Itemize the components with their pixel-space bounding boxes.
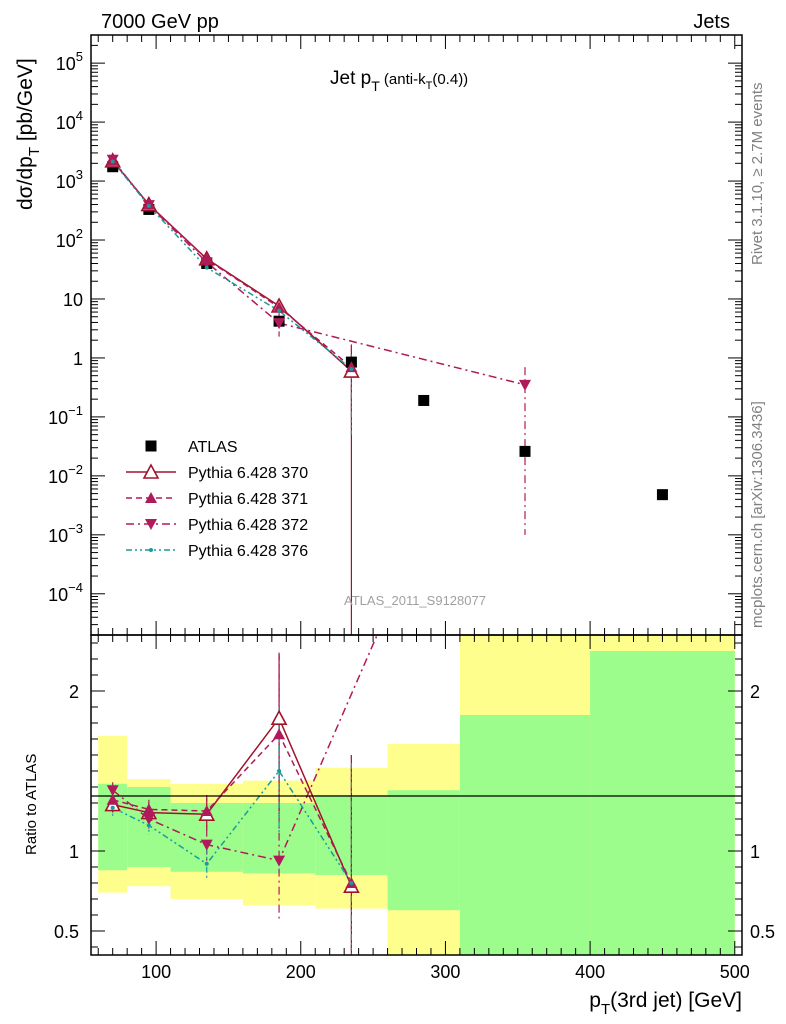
header-left: 7000 GeV pp	[101, 11, 219, 33]
ratio-data-point	[146, 823, 151, 828]
ratio-data-point	[277, 769, 282, 773]
x-tick-label: 400	[575, 962, 605, 982]
ratio-data-point	[273, 855, 286, 867]
main-y-tick-label: 10−3	[48, 521, 83, 546]
ratio-uncertainty-bands	[98, 635, 735, 955]
ratio-band-green	[387, 790, 460, 911]
main-data-point	[273, 301, 286, 313]
ratio-y-tick-label: 1	[69, 842, 79, 862]
main-y-tick-label: 103	[56, 167, 83, 192]
legend-marker	[145, 440, 157, 452]
ratio-data-point	[142, 803, 155, 815]
legend-marker	[145, 519, 157, 530]
main-y-tick-label: 1	[73, 349, 83, 369]
ratio-data-point	[349, 881, 354, 885]
x-tick-label: 100	[141, 962, 171, 982]
side-label-top: Rivet 3.1.10, ≥ 2.7M events	[749, 83, 766, 266]
main-data-point	[519, 379, 531, 391]
main-y-tick-label: 10−2	[48, 462, 83, 487]
ratio-data-point	[106, 785, 119, 797]
ratio-y-tick-label: 2	[69, 682, 79, 702]
y-axis-title: dσ/dpT [pb/GeV]	[14, 58, 43, 210]
ratio-band-green	[590, 651, 735, 955]
x-tick-label: 500	[720, 962, 750, 982]
ratio-data-point	[200, 839, 213, 851]
ratio-y-axis-title: Ratio to ATLAS	[23, 754, 40, 855]
legend-marker	[145, 492, 157, 503]
main-data-point	[349, 366, 354, 371]
x-tick-label: 200	[286, 962, 316, 982]
main-y-tick-label: 10	[63, 290, 83, 310]
main-data-point	[146, 203, 151, 208]
ratio-data-point	[142, 814, 155, 825]
legend: ATLAS Pythia 6.428 370 Pythia 6.428 371 Pyt…	[126, 439, 308, 560]
ratio-data-point	[200, 805, 213, 816]
ratio-y-tick-label: 0.5	[54, 922, 79, 942]
legend-label: Pythia 6.428 370	[188, 465, 308, 482]
legend-marker	[142, 463, 160, 479]
legend-label: ATLAS	[188, 439, 238, 456]
legend-marker	[149, 548, 153, 552]
main-series-lines	[112, 159, 526, 635]
ratio-y-tick-label-right: 0.5	[750, 922, 775, 942]
ratio-y-tick-label-right: 2	[750, 682, 760, 702]
ratio-band-green	[459, 715, 591, 955]
main-y-tick-label: 10−1	[48, 403, 83, 428]
ratio-data-point	[273, 728, 286, 740]
main-y-tick-label: 105	[56, 49, 83, 74]
main-series-markers	[104, 152, 668, 501]
x-tick-label: 300	[430, 962, 460, 982]
side-label-bottom: mcplots.cern.ch [arXiv:1306.3436]	[749, 401, 766, 628]
main-y-tick-label: 102	[56, 226, 83, 251]
legend-label: Pythia 6.428 376	[188, 543, 308, 560]
main-data-point	[273, 318, 286, 330]
header-right: Jets	[693, 11, 730, 33]
main-y-tick-label: 104	[56, 108, 83, 133]
main-series-line	[112, 160, 352, 372]
legend-label: Pythia 6.428 372	[188, 517, 308, 534]
ratio-data-point	[204, 861, 209, 866]
ratio-data-point	[106, 793, 119, 805]
main-data-point	[204, 265, 209, 270]
main-data-point	[345, 361, 358, 373]
plot-title: Jet pT (anti-kT(0.4))	[330, 68, 468, 94]
main-data-point	[656, 489, 668, 501]
x-axis-title: pT(3rd jet) [GeV]	[589, 989, 742, 1018]
main-series-line	[112, 159, 526, 386]
ratio-data-point	[110, 805, 115, 810]
ratio-data-point	[270, 709, 288, 726]
main-y-tick-label: 10−4	[48, 580, 83, 605]
main-data-point	[110, 159, 115, 164]
main-data-point	[418, 394, 430, 406]
main-series-line	[112, 160, 352, 370]
main-data-point	[277, 308, 282, 313]
main-data-point	[519, 445, 531, 457]
ratio-series-markers	[104, 709, 360, 894]
main-data-point	[200, 257, 213, 269]
analysis-id: ATLAS_2011_S9128077	[344, 593, 486, 608]
ratio-y-tick-label-right: 1	[750, 842, 760, 862]
main-series-line	[112, 160, 352, 368]
legend-label: Pythia 6.428 371	[188, 491, 308, 508]
